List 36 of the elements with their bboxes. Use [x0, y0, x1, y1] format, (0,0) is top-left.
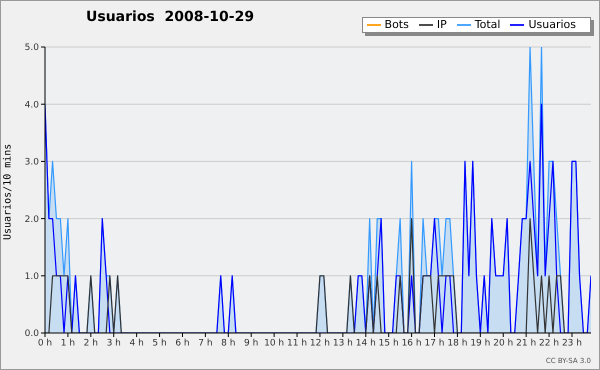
- y-tick-label: 3.0: [24, 158, 40, 168]
- x-tick-label: 21 h: [516, 338, 536, 348]
- legend-label: Total: [474, 18, 500, 32]
- x-tick-label: 22 h: [539, 338, 560, 348]
- legend-label: Usuarios: [528, 18, 576, 32]
- x-tick-label: 1 h: [60, 338, 76, 348]
- x-tick-label: 14 h: [356, 338, 376, 348]
- y-axis-title: Usuarios/10 mins: [2, 144, 14, 240]
- x-tick-label: 6 h: [175, 338, 190, 348]
- x-tick-label: 19 h: [470, 338, 490, 348]
- x-tick-label: 4 h: [130, 338, 144, 348]
- x-tick-label: 5 h: [152, 338, 167, 348]
- x-tick-label: 15 h: [378, 338, 399, 348]
- x-tick-label: 3 h: [106, 338, 121, 348]
- y-tick-label: 1.0: [24, 272, 40, 282]
- x-tick-label: 23 h: [562, 338, 582, 348]
- legend-label: Bots: [384, 18, 409, 32]
- chart-title: Usuarios 2008-10-29: [86, 9, 254, 25]
- y-tick-label: 0.0: [24, 329, 40, 340]
- x-tick-label: 10 h: [264, 338, 284, 348]
- x-tick-label: 20 h: [493, 338, 514, 348]
- y-tick-label: 2.0: [24, 214, 40, 225]
- x-tick-label: 11 h: [287, 338, 308, 348]
- x-tick-label: 12 h: [310, 338, 330, 348]
- x-tick-label: 2 h: [84, 338, 98, 348]
- legend-label: IP: [436, 18, 447, 32]
- y-tick-label: 5.0: [24, 43, 40, 54]
- x-tick-label: 8 h: [221, 338, 236, 348]
- x-tick-label: 16 h: [402, 338, 422, 348]
- x-tick-label: 17 h: [424, 338, 445, 348]
- x-tick-label: 18 h: [447, 338, 468, 348]
- x-tick-label: 0 h: [38, 338, 52, 348]
- x-tick-label: 9 h: [244, 338, 258, 348]
- y-tick-label: 4.0: [24, 100, 40, 110]
- x-tick-label: 7 h: [198, 338, 213, 348]
- x-tick-label: 13 h: [332, 338, 353, 348]
